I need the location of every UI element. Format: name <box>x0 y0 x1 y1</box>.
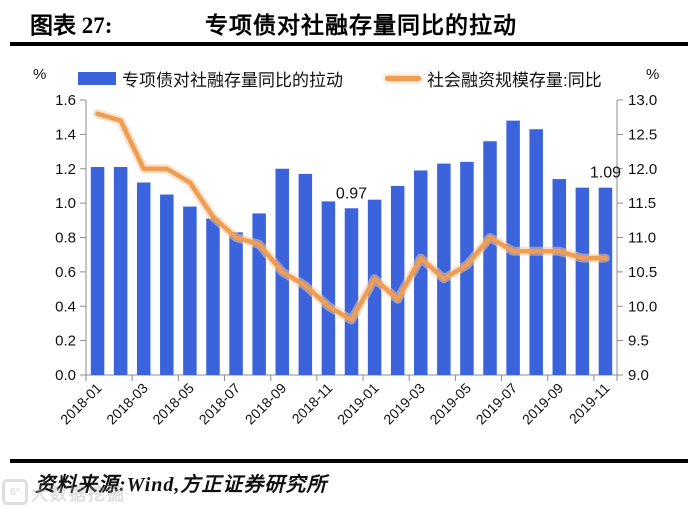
left-tick-label: 1.6 <box>55 92 76 109</box>
bar-2018-11 <box>321 201 336 375</box>
left-axis-ticks: 0.0 0.2 0.4 0.6 0.8 1.0 1.2 1.4 1.6 <box>55 92 86 384</box>
bar-2019-10 <box>575 187 590 375</box>
left-tick-label: 1.2 <box>55 161 76 178</box>
legend-bar-label: 专项债对社融存量同比的拉动 <box>122 71 343 90</box>
top-divider <box>10 42 688 46</box>
left-tick-label: 0.4 <box>55 298 76 315</box>
bar-2018-02 <box>113 167 128 375</box>
data-label-2018-12: 0.97 <box>336 185 367 202</box>
right-tick-label: 12.5 <box>628 126 657 143</box>
bar-2018-05 <box>183 206 197 375</box>
x-tick-label: 2019-05 <box>426 380 474 428</box>
bar-2018-12 <box>344 208 359 375</box>
legend-item-line: 社会融资规模存量:同比 <box>385 66 602 91</box>
left-axis-unit: % <box>33 66 47 83</box>
x-tick-label: 2018-03 <box>103 380 151 428</box>
right-axis-ticks: 9.0 9.5 10.0 10.5 11.0 11.5 12.0 12.5 13.0 <box>617 92 657 384</box>
bar-2018-04 <box>160 194 174 375</box>
bar-2019-02 <box>390 185 405 375</box>
combo-chart: 0.0 0.2 0.4 0.6 0.8 1.0 1.2 1.4 1.6 9.0 9.5 10.0 10.… <box>55 92 657 428</box>
x-tick-label: 2018-05 <box>149 380 197 428</box>
x-tick-label: 2019-01 <box>334 380 382 428</box>
x-axis-ticks <box>85 375 618 381</box>
watermark-logo-icon: 6° <box>2 479 28 505</box>
legend: 专项债对社融存量同比的拉动 社会融资规模存量:同比 <box>78 66 602 91</box>
legend-line-label: 社会融资规模存量:同比 <box>427 71 602 90</box>
line-series <box>95 111 608 323</box>
bar-2019-09 <box>552 179 567 375</box>
left-tick-label: 1.4 <box>55 126 76 143</box>
right-tick-label: 11.5 <box>628 195 656 212</box>
bar-2018-01 <box>90 167 105 375</box>
right-tick-label: 9.0 <box>628 367 649 384</box>
right-axis-unit: % <box>646 66 660 83</box>
left-tick-label: 0.8 <box>55 230 76 247</box>
source-note: 资料来源:Wind,方正证券研究所 <box>35 474 328 496</box>
line-series-swatch-icon <box>385 76 421 81</box>
data-label-2019-11: 1.09 <box>590 165 621 182</box>
bar-2018-07 <box>229 232 243 375</box>
bar-2018-06 <box>206 218 220 375</box>
bar-2019-03 <box>414 170 428 375</box>
bar-2018-03 <box>136 182 151 375</box>
left-tick-label: 0.6 <box>55 264 76 281</box>
x-tick-label: 2018-09 <box>242 380 290 428</box>
x-tick-label: 2019-03 <box>380 380 428 428</box>
legend-item-bar: 专项债对社融存量同比的拉动 <box>78 66 343 91</box>
bar-2019-11 <box>598 187 613 375</box>
bottom-divider <box>10 459 688 463</box>
x-tick-label: 2019-09 <box>519 380 567 428</box>
x-tick-label: 2018-07 <box>196 380 244 428</box>
x-tick-label: 2018-01 <box>57 380 105 428</box>
bar-2018-08 <box>252 213 266 375</box>
bar-2019-04 <box>437 163 451 375</box>
x-tick-label: 2019-11 <box>566 380 613 427</box>
right-tick-label: 13.0 <box>628 92 657 109</box>
right-tick-label: 9.5 <box>628 333 649 350</box>
figure-number: 图表 27: <box>30 13 113 38</box>
left-tick-label: 0.0 <box>55 367 76 384</box>
x-tick-label: 2018-11 <box>289 380 336 427</box>
page-title: 专项债对社融存量同比的拉动 <box>205 13 517 38</box>
left-tick-label: 1.0 <box>55 195 76 212</box>
bar-series-swatch-icon <box>78 72 116 85</box>
left-tick-label: 0.2 <box>55 333 76 350</box>
right-tick-label: 11.0 <box>628 230 656 247</box>
right-tick-label: 10.0 <box>628 298 657 315</box>
right-tick-label: 10.5 <box>628 264 657 281</box>
bar-2018-10 <box>298 173 313 375</box>
bar-2019-06 <box>483 141 497 375</box>
x-tick-label: 2019-07 <box>473 380 521 428</box>
right-tick-label: 12.0 <box>628 161 657 178</box>
